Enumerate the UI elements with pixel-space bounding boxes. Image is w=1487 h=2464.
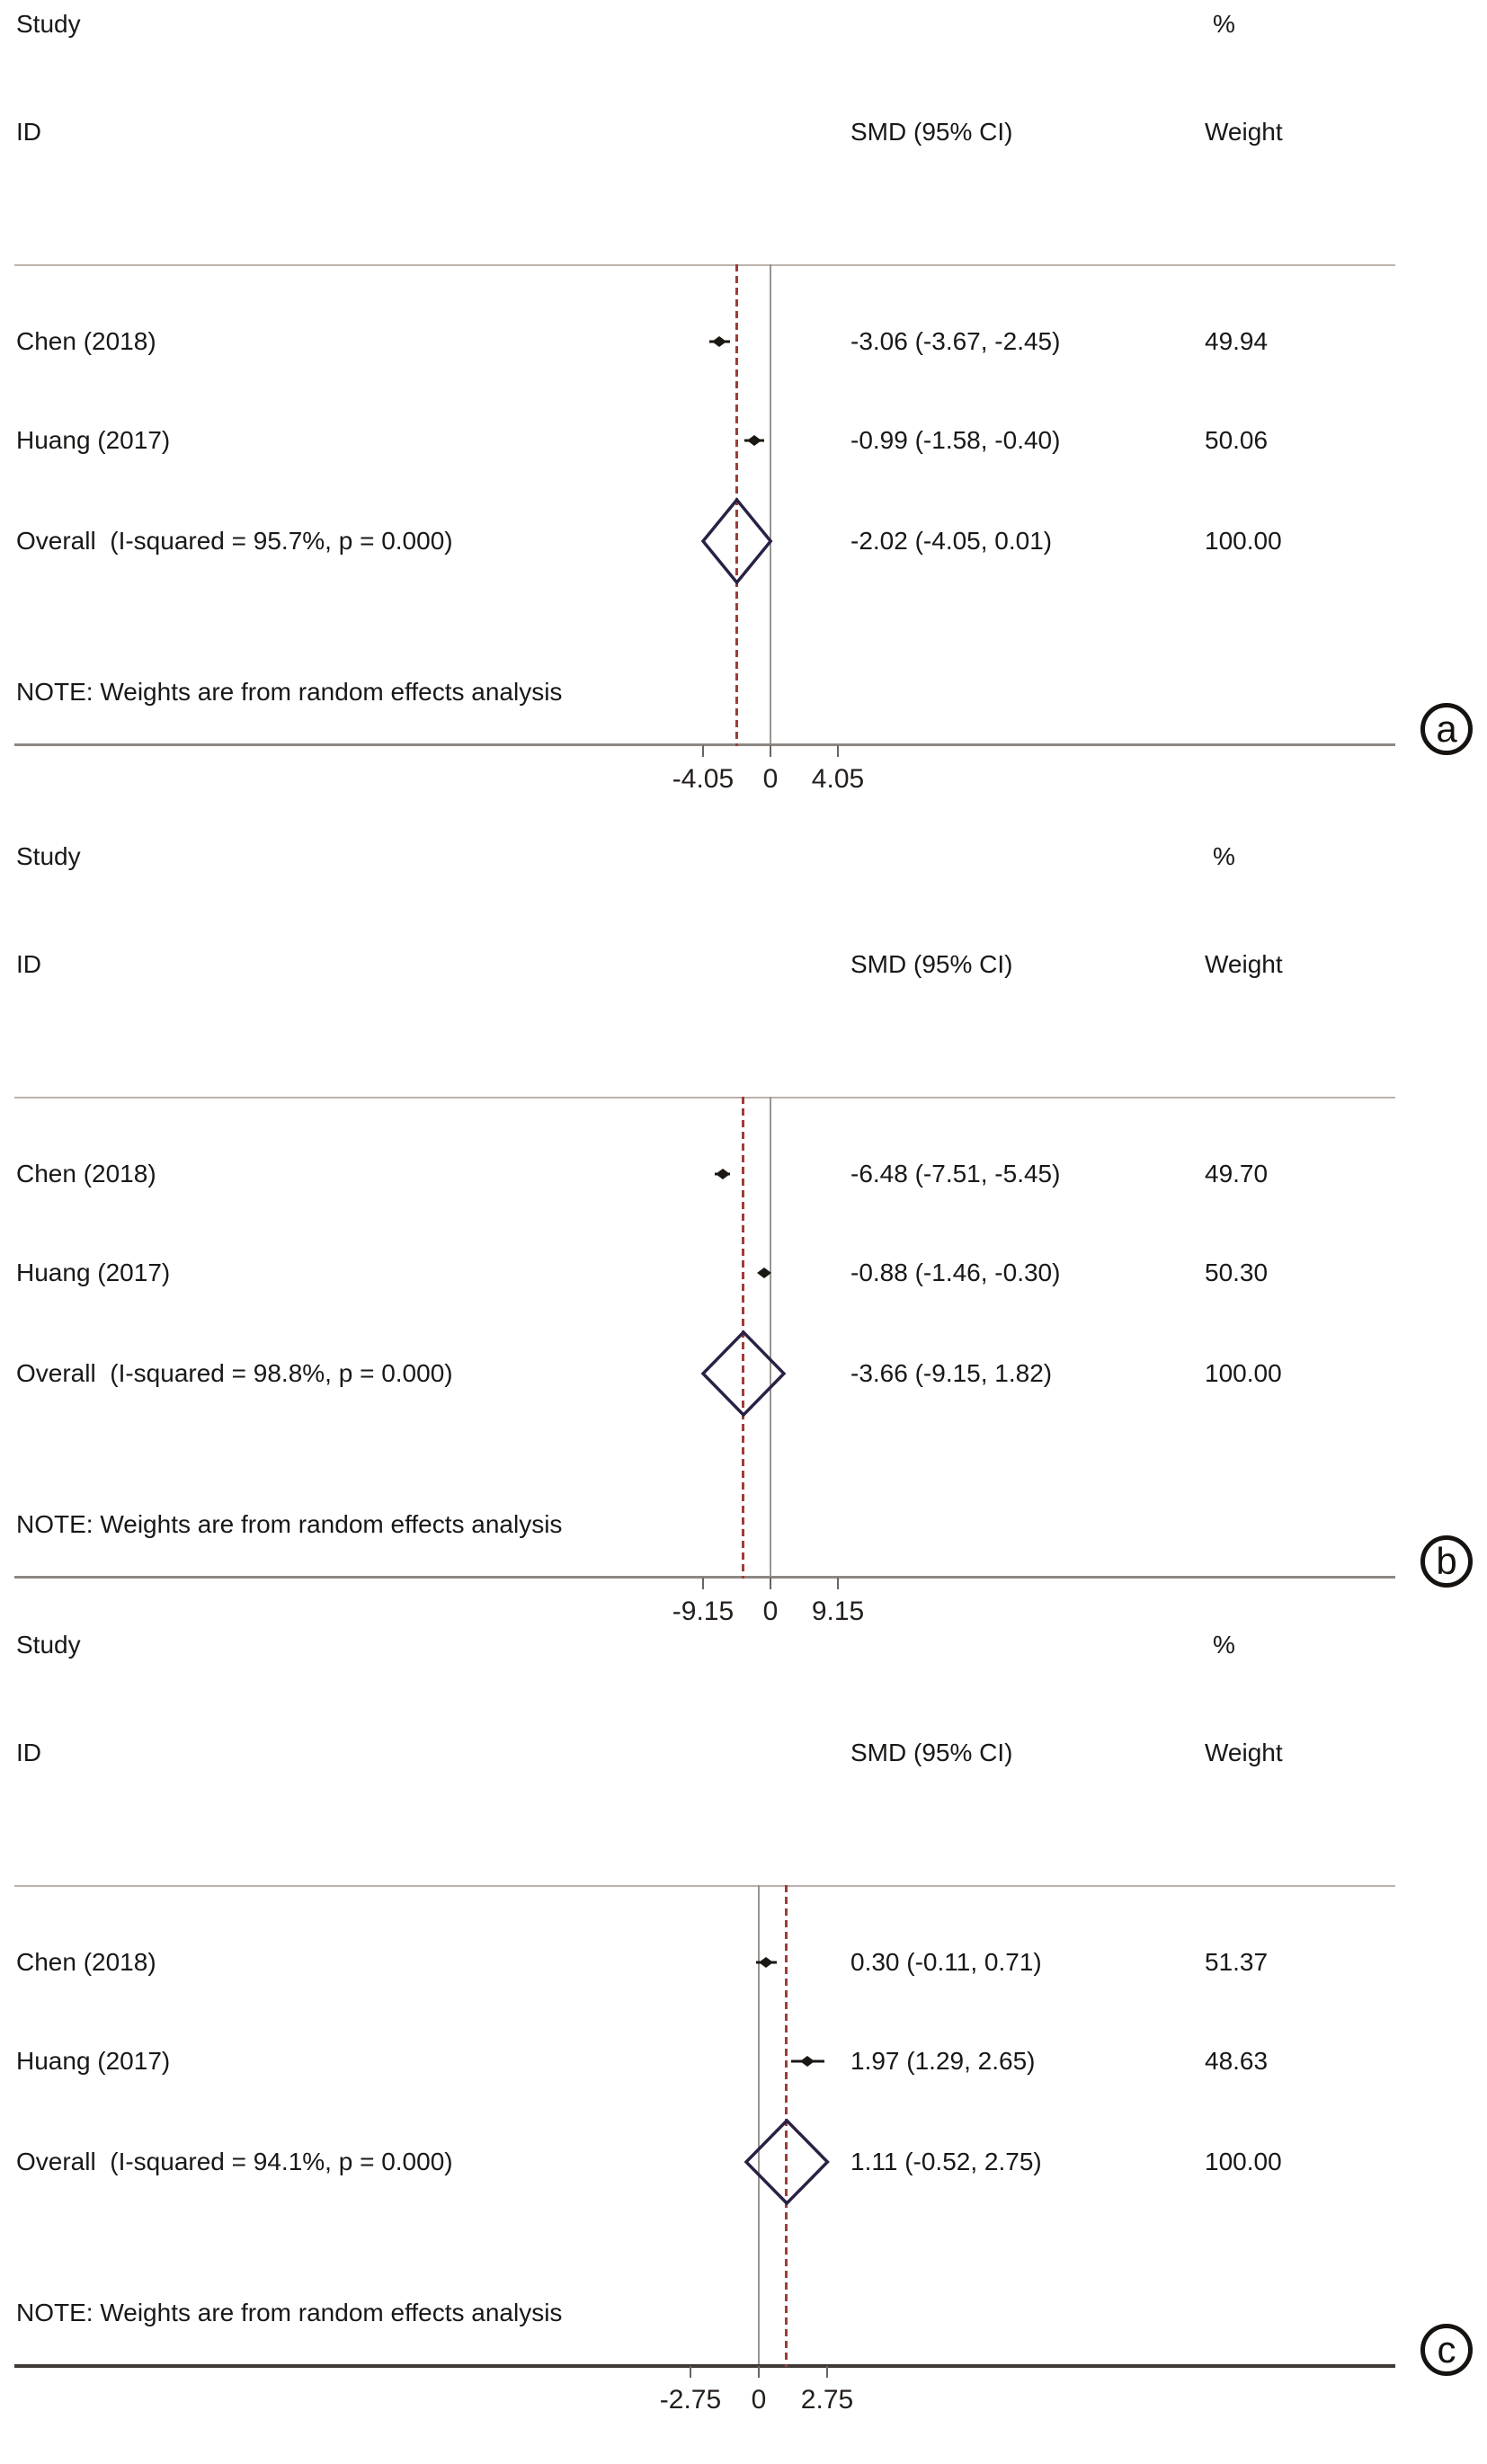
weight-value: 50.30 — [1205, 1259, 1269, 1286]
study-label: Chen (2018) — [16, 327, 156, 355]
column-header-study: Study — [16, 10, 81, 38]
axis-tick-label: 0 — [762, 764, 779, 794]
column-header-study: Study — [16, 1631, 81, 1659]
study-label: Huang (2017) — [16, 1259, 171, 1286]
overall-effect-dashed-line — [735, 264, 739, 746]
column-header-percent: % — [1213, 1631, 1235, 1659]
zero-line — [758, 1885, 760, 2364]
column-header-weight: Weight — [1205, 950, 1283, 978]
overall-weight-value: 100.00 — [1205, 527, 1282, 555]
axis-tick-label: 0 — [762, 1597, 779, 1626]
column-header-weight: Weight — [1205, 118, 1283, 146]
overall-label: Overall (I-squared = 98.8%, p = 0.000) — [16, 1359, 453, 1387]
smd-value: -3.06 (-3.67, -2.45) — [850, 327, 1061, 355]
zero-line — [770, 1097, 771, 1576]
effect-point-marker — [746, 435, 761, 446]
axis-tick-label: -4.05 — [672, 764, 735, 794]
column-header-id: ID — [16, 118, 41, 146]
column-header-percent: % — [1213, 10, 1235, 38]
axis-tick-label: -9.15 — [672, 1597, 735, 1626]
axis-tick-label: 2.75 — [800, 2385, 854, 2415]
effect-point-marker — [715, 1169, 730, 1179]
axis-tick — [689, 2366, 691, 2378]
panel-letter-badge: b — [1420, 1535, 1473, 1588]
effect-point-marker — [759, 1957, 774, 1968]
panel-header-rule — [14, 264, 1395, 266]
column-header-id: ID — [16, 1739, 41, 1766]
pooled-estimate-diamond — [744, 2118, 830, 2206]
effect-point-marker — [712, 336, 727, 347]
overall-smd-value: -3.66 (-9.15, 1.82) — [850, 1359, 1053, 1387]
column-header-weight: Weight — [1205, 1739, 1283, 1766]
pooled-estimate-diamond — [700, 497, 773, 585]
column-header-percent: % — [1213, 842, 1235, 870]
random-effects-note: NOTE: Weights are from random effects an… — [16, 2299, 563, 2326]
axis-tick — [701, 1578, 704, 1589]
axis-tick — [770, 745, 771, 757]
column-header-smd-ci: SMD (95% CI) — [850, 1739, 1013, 1766]
panel-letter-badge: c — [1420, 2324, 1473, 2376]
axis-tick — [758, 2366, 760, 2378]
axis-tick — [826, 2366, 828, 2378]
weight-value: 51.37 — [1205, 1948, 1269, 1976]
study-label: Chen (2018) — [16, 1160, 156, 1188]
study-label: Huang (2017) — [16, 2047, 171, 2075]
panel-axis-rule — [14, 1576, 1395, 1579]
weight-value: 48.63 — [1205, 2047, 1269, 2075]
study-label: Chen (2018) — [16, 1948, 156, 1976]
overall-label: Overall (I-squared = 94.1%, p = 0.000) — [16, 2148, 453, 2175]
study-label: Huang (2017) — [16, 426, 171, 454]
smd-value: -0.88 (-1.46, -0.30) — [850, 1259, 1061, 1286]
axis-tick — [837, 745, 839, 757]
effect-point-marker — [800, 2056, 815, 2067]
column-header-smd-ci: SMD (95% CI) — [850, 118, 1013, 146]
overall-effect-dashed-line — [785, 1885, 788, 2367]
weight-value: 49.94 — [1205, 327, 1269, 355]
overall-smd-value: -2.02 (-4.05, 0.01) — [850, 527, 1053, 555]
weight-value: 49.70 — [1205, 1160, 1269, 1188]
smd-value: 1.97 (1.29, 2.65) — [850, 2047, 1036, 2075]
effect-point-marker — [756, 1268, 771, 1278]
axis-tick-label: 0 — [751, 2385, 767, 2415]
panel-header-rule — [14, 1885, 1395, 1887]
panel-letter: a — [1436, 707, 1457, 750]
random-effects-note: NOTE: Weights are from random effects an… — [16, 1510, 563, 1538]
column-header-study: Study — [16, 842, 81, 870]
overall-effect-dashed-line — [742, 1097, 745, 1579]
weight-value: 50.06 — [1205, 426, 1269, 454]
axis-tick — [701, 745, 704, 757]
axis-tick-label: 9.15 — [811, 1597, 865, 1626]
smd-value: -6.48 (-7.51, -5.45) — [850, 1160, 1061, 1188]
random-effects-note: NOTE: Weights are from random effects an… — [16, 678, 563, 706]
overall-weight-value: 100.00 — [1205, 2148, 1282, 2175]
axis-tick-label: -2.75 — [659, 2385, 722, 2415]
panel-letter: b — [1436, 1540, 1457, 1582]
panel-header-rule — [14, 1097, 1395, 1099]
column-header-id: ID — [16, 950, 41, 978]
overall-weight-value: 100.00 — [1205, 1359, 1282, 1387]
pooled-estimate-diamond — [700, 1330, 787, 1418]
column-header-smd-ci: SMD (95% CI) — [850, 950, 1013, 978]
overall-smd-value: 1.11 (-0.52, 2.75) — [850, 2148, 1042, 2175]
smd-value: 0.30 (-0.11, 0.71) — [850, 1948, 1042, 1976]
smd-value: -0.99 (-1.58, -0.40) — [850, 426, 1061, 454]
panel-axis-rule — [14, 743, 1395, 746]
axis-tick — [837, 1578, 840, 1589]
zero-line — [770, 264, 771, 743]
panel-axis-rule — [14, 2364, 1395, 2368]
panel-letter-badge: a — [1420, 703, 1473, 755]
overall-label: Overall (I-squared = 95.7%, p = 0.000) — [16, 527, 453, 555]
axis-tick-label: 4.05 — [811, 764, 865, 794]
axis-tick — [770, 1578, 771, 1589]
panel-letter: c — [1437, 2328, 1456, 2371]
